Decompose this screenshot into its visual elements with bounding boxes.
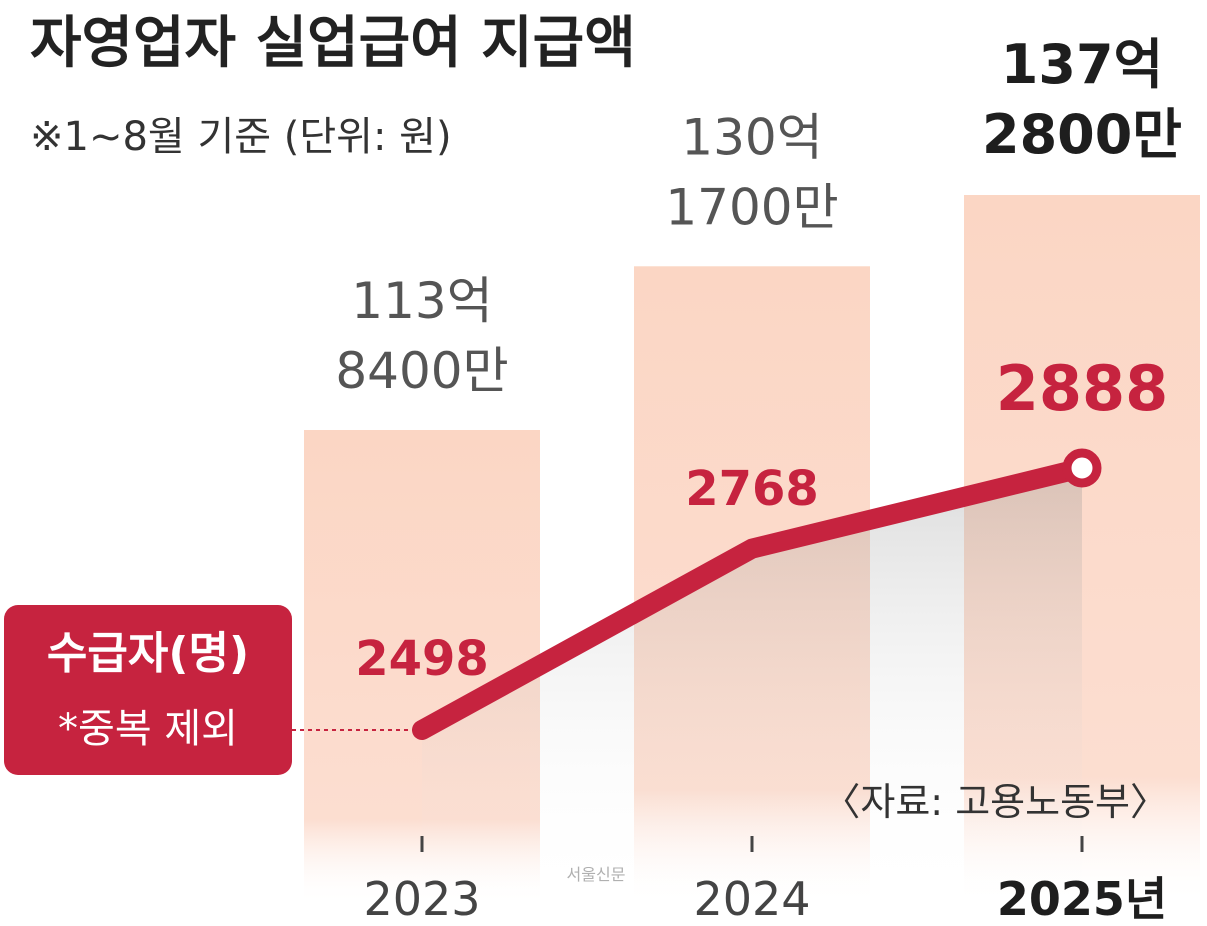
- x-tick-label: 2024: [693, 872, 810, 926]
- source-note: 〈자료: 고용노동부〉: [822, 780, 1168, 824]
- line-value-label: 2498: [355, 631, 489, 687]
- legend-box: 수급자(명) *중복 제외: [4, 605, 292, 775]
- bar-value-label: 8400만: [335, 342, 508, 400]
- marks-layer: 2023 113억 8400만 2498 2024 130억 1700만 2768 2025년 1…: [335, 33, 1182, 926]
- watermark: 서울신문: [567, 865, 626, 884]
- bar-value-label: 2800만: [982, 103, 1182, 166]
- legend-box-bg: [4, 605, 292, 775]
- bar-value-label: 113억: [351, 272, 492, 330]
- line-series-count: [412, 458, 1092, 740]
- bar-value-label: 137억: [1001, 33, 1163, 96]
- chart-subtitle: ※1~8월 기준 (단위: 원): [30, 114, 452, 160]
- line-point-2025: [1062, 448, 1102, 488]
- x-tick-label: 2023: [363, 872, 480, 926]
- line-area-shade: [422, 468, 1082, 905]
- bar-value-label: 1700만: [665, 178, 838, 236]
- line-value-label: 2888: [996, 352, 1169, 425]
- chart-title: 자영업자 실업급여 지급액: [30, 11, 636, 76]
- x-tick-label: 2025년: [997, 872, 1167, 926]
- legend-label: 수급자(명): [47, 628, 249, 679]
- legend-note: *중복 제외: [58, 706, 238, 752]
- line-value-label: 2768: [685, 461, 819, 517]
- bar-value-label: 130억: [681, 108, 822, 166]
